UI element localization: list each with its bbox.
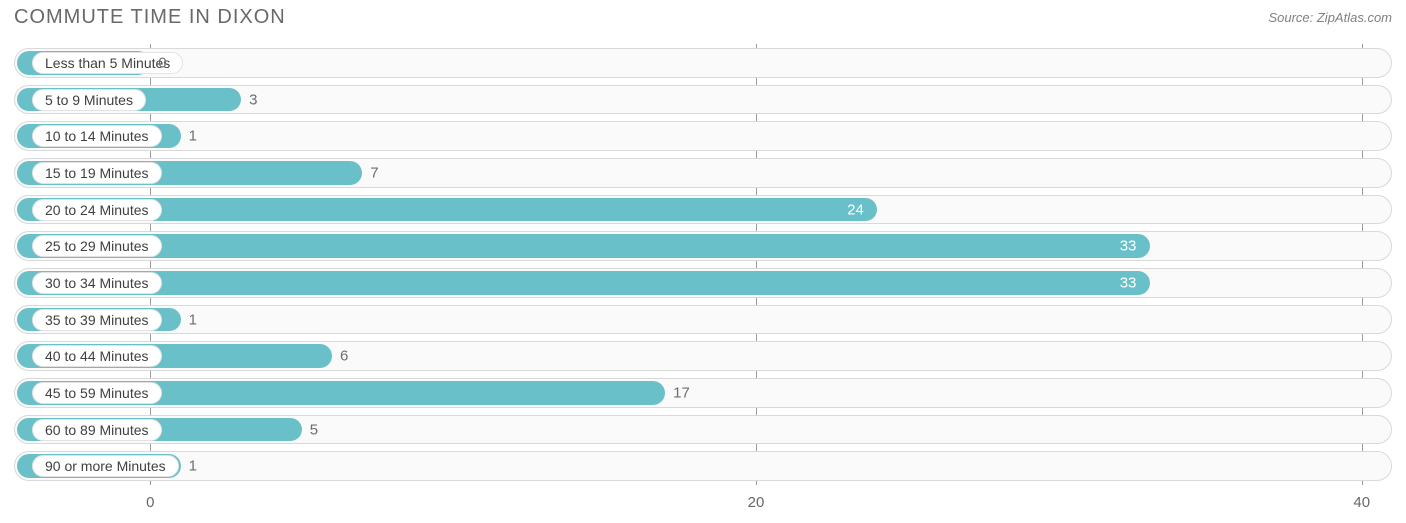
bar-value-label: 1	[189, 458, 197, 475]
category-pill: 40 to 44 Minutes	[32, 345, 162, 367]
bar-value-label: 17	[673, 384, 690, 401]
bar-row: 15 to 19 Minutes 7	[14, 158, 1392, 188]
bar-fill	[17, 234, 1150, 258]
bar-row: 10 to 14 Minutes 1	[14, 121, 1392, 151]
x-tick-label: 40	[1353, 494, 1370, 511]
chart-source: Source: ZipAtlas.com	[1268, 10, 1392, 25]
category-pill: 60 to 89 Minutes	[32, 419, 162, 441]
bar-row: 25 to 29 Minutes 33	[14, 231, 1392, 261]
bar-row: 20 to 24 Minutes 24	[14, 195, 1392, 225]
bar-row: 30 to 34 Minutes 33	[14, 268, 1392, 298]
bar-row: 45 to 59 Minutes 17	[14, 378, 1392, 408]
category-pill: 35 to 39 Minutes	[32, 309, 162, 331]
x-tick-label: 20	[748, 494, 765, 511]
bar-track	[14, 451, 1392, 481]
category-pill: 10 to 14 Minutes	[32, 125, 162, 147]
bar-value-label: 33	[1120, 238, 1137, 255]
bar-track	[14, 305, 1392, 335]
bar-row: 40 to 44 Minutes 6	[14, 341, 1392, 371]
chart-title: COMMUTE TIME IN DIXON	[14, 6, 286, 29]
bar-value-label: 5	[310, 421, 318, 438]
bar-value-label: 33	[1120, 274, 1137, 291]
bar-row: Less than 5 Minutes0	[14, 48, 1392, 78]
plot-area: 02040 Less than 5 Minutes05 to 9 Minutes…	[14, 44, 1392, 485]
bar-row: 90 or more Minutes 1	[14, 451, 1392, 481]
category-pill: 15 to 19 Minutes	[32, 162, 162, 184]
category-pill: 25 to 29 Minutes	[32, 235, 162, 257]
category-pill: 5 to 9 Minutes	[32, 89, 146, 111]
x-tick-label: 0	[146, 494, 154, 511]
bar-value-label: 3	[249, 91, 257, 108]
bar-rows: Less than 5 Minutes0 5 to 9 Minutes 3 10 to…	[14, 44, 1392, 485]
bar-value-label: 24	[847, 201, 864, 218]
bar-row: 60 to 89 Minutes 5	[14, 415, 1392, 445]
bar-track	[14, 48, 1392, 78]
bar-value-label: 1	[189, 128, 197, 145]
bar-value-label: 6	[340, 348, 348, 365]
bar-value-label: 1	[189, 311, 197, 328]
bar-value-label: 0	[158, 54, 166, 71]
category-pill: 45 to 59 Minutes	[32, 382, 162, 404]
category-pill: 90 or more Minutes	[32, 455, 179, 477]
category-pill: 20 to 24 Minutes	[32, 199, 162, 221]
category-pill: 30 to 34 Minutes	[32, 272, 162, 294]
bar-track	[14, 121, 1392, 151]
bar-value-label: 7	[370, 164, 378, 181]
bar-fill	[17, 271, 1150, 295]
bar-row: 35 to 39 Minutes 1	[14, 305, 1392, 335]
bar-row: 5 to 9 Minutes 3	[14, 85, 1392, 115]
